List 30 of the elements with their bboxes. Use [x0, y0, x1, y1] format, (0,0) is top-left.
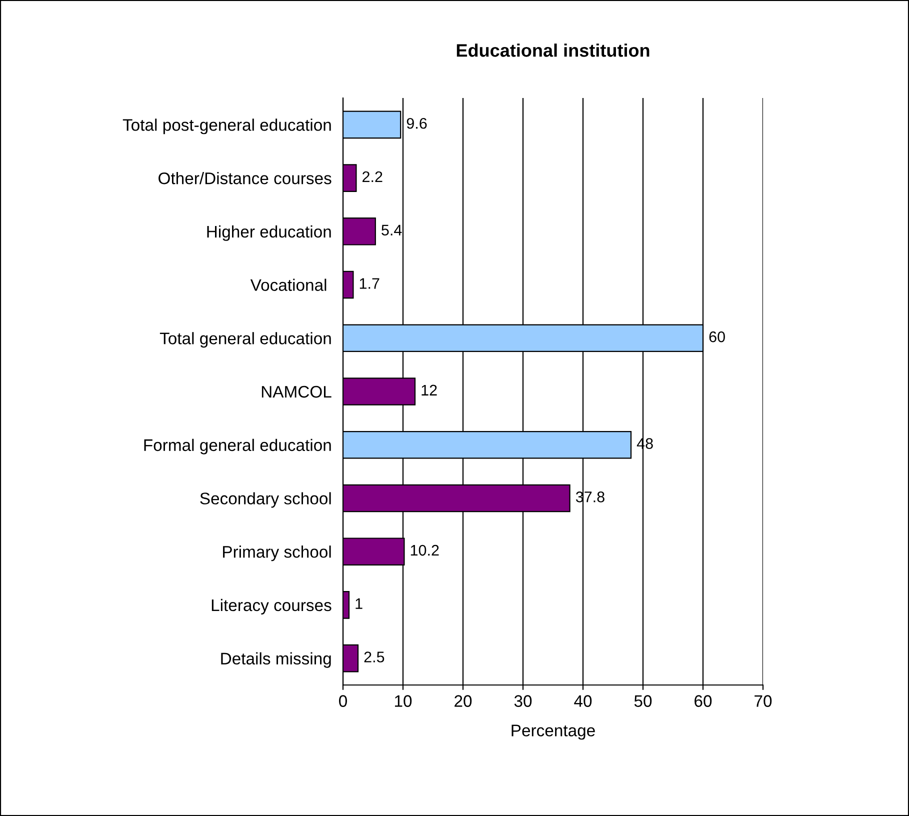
y-tick-label: Total general education: [160, 332, 331, 348]
data-label: 1.7: [360, 278, 380, 289]
y-tick-label: NAMCOL: [262, 386, 332, 398]
y-tick-label: Details missing: [221, 652, 331, 668]
y-tick-label: Vocational: [250, 278, 326, 291]
x-tick-label: 10: [395, 695, 412, 707]
x-tick-label: 0: [339, 695, 347, 707]
y-tick-label: Primary school: [223, 546, 331, 562]
x-tick-label: 50: [634, 695, 652, 707]
y-tick-label: Formal general education: [144, 438, 331, 454]
data-label: 2.2: [362, 171, 382, 182]
x-tick-label: 60: [694, 695, 712, 707]
x-tick-label: 40: [574, 695, 592, 707]
data-label: 5.4: [382, 224, 402, 236]
x-tick-label: 30: [514, 695, 532, 707]
data-label: 12: [422, 384, 437, 396]
y-tick-label: Total post-general education: [122, 118, 331, 134]
x-tick-label: 70: [754, 695, 772, 707]
data-label: 1: [356, 598, 362, 609]
y-tick-label: Other/Distance courses: [158, 172, 332, 184]
y-tick-label: Secondary school: [200, 492, 331, 508]
y-tick-label: Literacy courses: [212, 598, 332, 614]
x-axis-title: Percentage: [512, 724, 595, 740]
data-label: 60: [709, 331, 725, 342]
data-label: 2.5: [364, 652, 384, 662]
chart-title: Educational institution: [456, 44, 650, 57]
x-tick-label: 20: [454, 695, 472, 707]
y-tick-label: Higher education: [207, 225, 331, 241]
data-label: 10.2: [410, 544, 439, 556]
data-label: 9.6: [406, 118, 427, 129]
